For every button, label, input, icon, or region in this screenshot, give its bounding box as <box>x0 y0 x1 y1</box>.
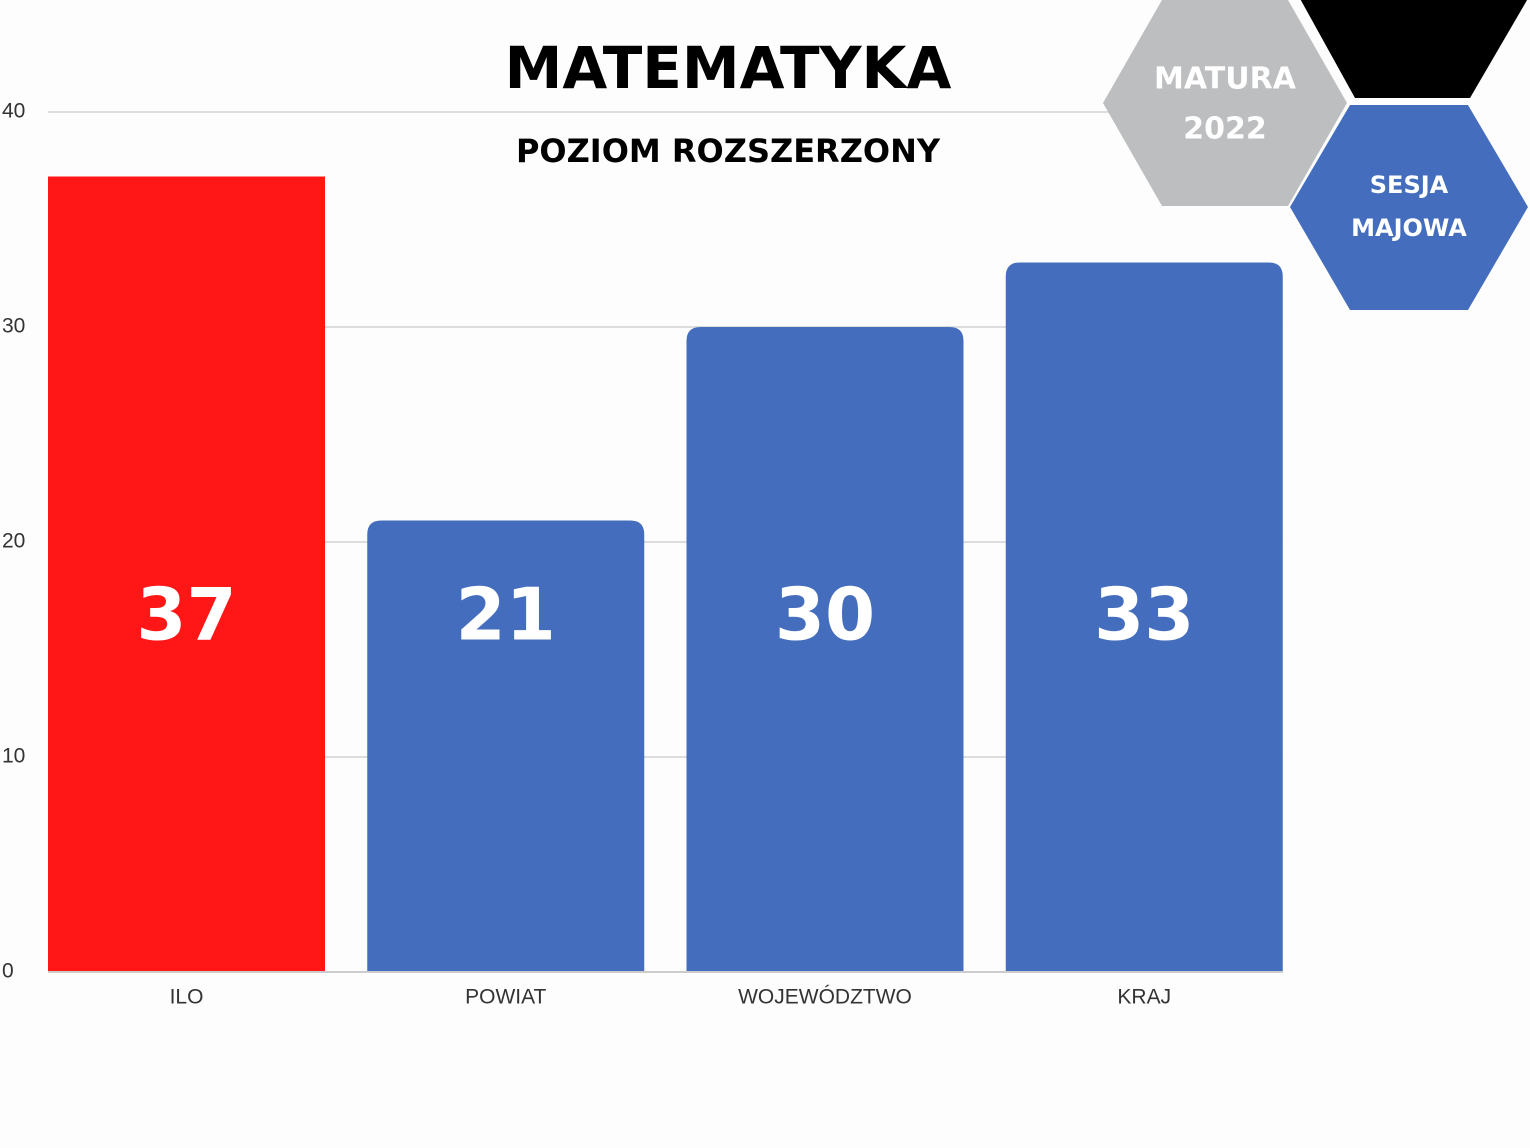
bars: 37 ILO 21 POWIAT 30 WOJEWÓDZTWO 33 KRAJ <box>48 176 1283 1009</box>
value-label: 21 <box>456 573 556 657</box>
x-tick-label: POWIAT <box>465 986 546 1009</box>
value-label: 30 <box>775 573 875 657</box>
x-tick-label: WOJEWÓDZTWO <box>738 986 912 1009</box>
badge-hexagon <box>1290 105 1528 310</box>
value-label: 37 <box>136 573 236 657</box>
chart-subtitle: POZIOM ROZSZERZONY <box>516 132 941 170</box>
badge-hexagon <box>1103 0 1347 206</box>
bar <box>1005 262 1283 972</box>
y-tick-label: 40 <box>2 100 25 123</box>
y-tick-label: 0 <box>2 960 14 983</box>
x-tick-label: KRAJ <box>1117 986 1171 1009</box>
bar <box>367 520 645 972</box>
bar <box>686 327 964 972</box>
value-label: 33 <box>1094 573 1194 657</box>
x-tick-label: ILO <box>170 986 204 1009</box>
badge-text: SESJA <box>1370 171 1449 199</box>
chart-title: MATEMATYKA <box>505 34 952 102</box>
bar <box>48 176 325 972</box>
y-tick-label: 10 <box>2 745 25 768</box>
badge-text: MAJOWA <box>1351 214 1467 242</box>
badge-text: 2022 <box>1183 112 1267 147</box>
badge-text: MATURA <box>1154 62 1297 97</box>
y-tick-label: 30 <box>2 315 25 338</box>
y-tick-label: 20 <box>2 530 25 553</box>
decor-hexagon <box>1300 0 1528 98</box>
